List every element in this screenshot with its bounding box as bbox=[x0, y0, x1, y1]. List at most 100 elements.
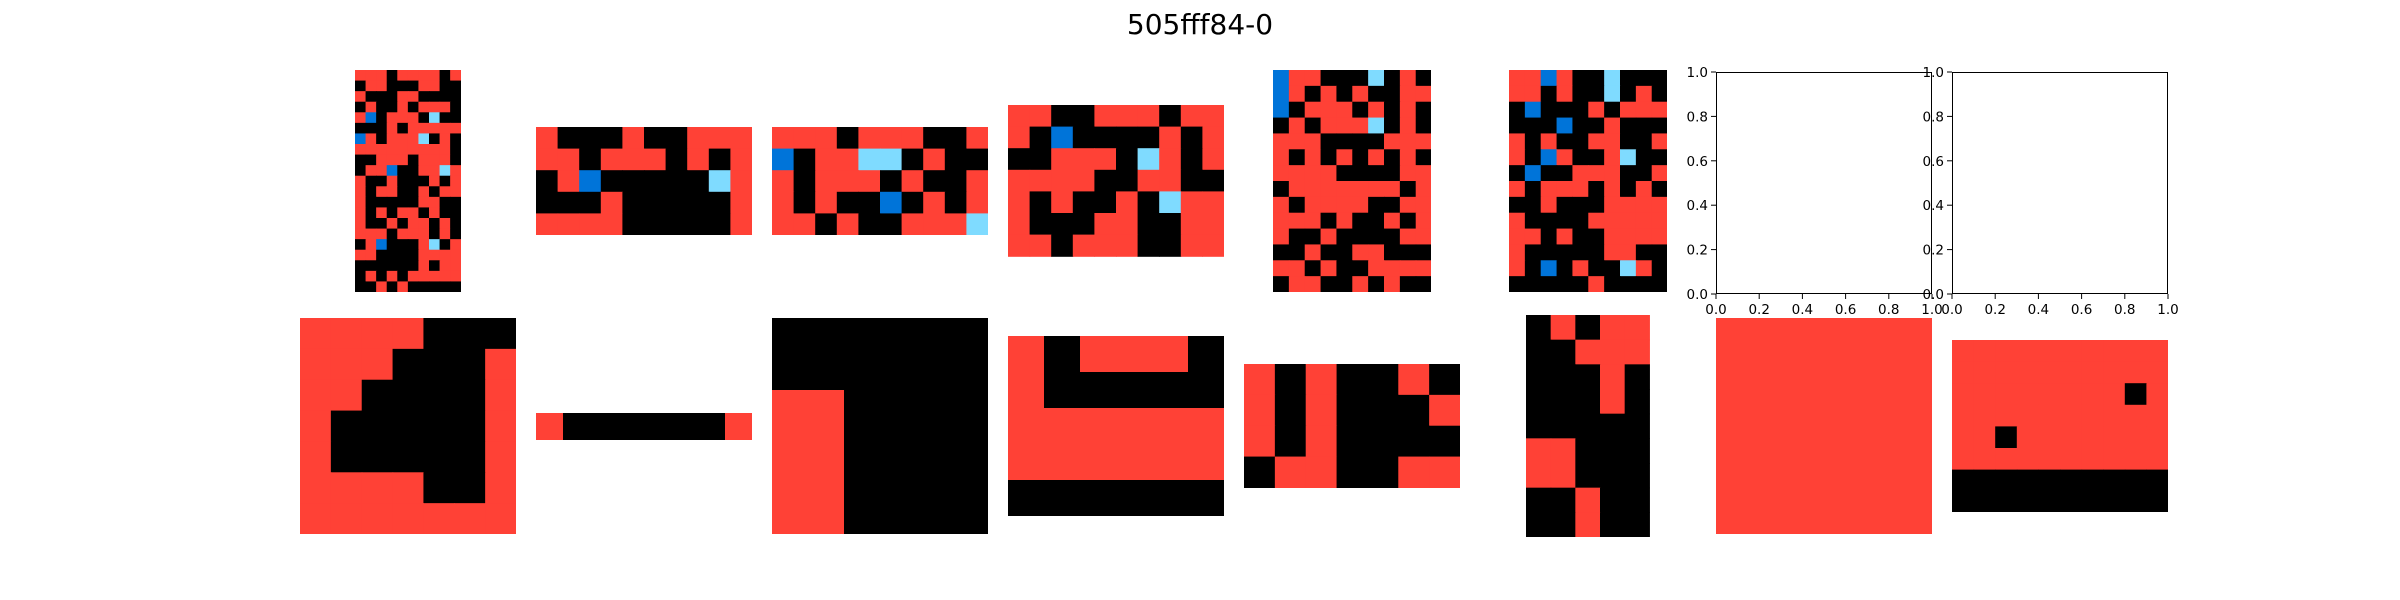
grid-cell bbox=[1635, 196, 1653, 214]
grid-cell bbox=[1351, 85, 1369, 103]
grid-cell bbox=[365, 196, 377, 209]
grid-cell bbox=[397, 112, 409, 124]
grid-cell bbox=[1116, 148, 1139, 171]
grid-cell bbox=[1008, 126, 1031, 150]
grid-cell bbox=[1336, 133, 1353, 150]
grid-cell bbox=[1556, 181, 1573, 198]
grid-cell bbox=[376, 249, 388, 261]
grid-cell bbox=[1288, 244, 1306, 261]
grid-cell bbox=[1797, 480, 1825, 508]
grid-cell bbox=[365, 165, 377, 177]
grid-cell bbox=[1624, 487, 1650, 513]
grid-cell bbox=[450, 112, 461, 124]
grid-cell bbox=[1556, 101, 1573, 119]
grid-cell bbox=[2081, 404, 2104, 427]
grid-cell bbox=[944, 127, 967, 150]
grid-cell bbox=[1288, 196, 1306, 214]
grid-cell bbox=[1635, 212, 1653, 230]
grid-cell bbox=[397, 281, 409, 292]
grid-cell bbox=[1743, 372, 1771, 400]
grid-cell bbox=[423, 503, 455, 534]
grid-cell bbox=[355, 70, 367, 82]
grid-cell bbox=[1180, 234, 1203, 257]
grid-cell bbox=[1508, 212, 1526, 230]
grid-cell bbox=[1383, 70, 1401, 87]
grid-cell bbox=[1116, 191, 1139, 214]
grid-cell bbox=[439, 207, 451, 219]
grid-cell bbox=[1244, 456, 1276, 488]
grid-cell bbox=[1137, 105, 1160, 128]
grid-cell bbox=[1429, 456, 1460, 488]
grid-cell bbox=[1635, 70, 1653, 87]
grid-cell bbox=[418, 70, 430, 82]
grid-cell bbox=[1550, 339, 1577, 365]
grid-cell bbox=[1399, 85, 1417, 103]
grid-cell bbox=[1008, 408, 1045, 445]
grid-cell bbox=[665, 170, 688, 193]
grid-cell bbox=[1587, 165, 1605, 182]
grid-cell bbox=[423, 410, 455, 443]
grid-cell bbox=[450, 91, 461, 103]
grid-cell bbox=[1905, 507, 1932, 534]
grid-cell bbox=[1367, 260, 1385, 277]
grid-cell bbox=[1272, 276, 1290, 292]
grid-cell bbox=[1619, 149, 1637, 166]
grid-cell bbox=[365, 91, 377, 103]
grid-cell bbox=[376, 70, 388, 82]
grid-cell bbox=[815, 213, 838, 235]
grid-cell bbox=[429, 228, 441, 240]
grid-cell bbox=[1619, 165, 1637, 182]
example-7-empty-input-axes: 0.0 0.2 0.4 0.6 0.8 1.00.00.20.40.60.81.0 bbox=[1687, 65, 1943, 318]
grid-cell bbox=[1587, 85, 1605, 103]
grid-cell bbox=[1008, 170, 1031, 193]
grid-cell bbox=[1383, 101, 1401, 119]
grid-cell bbox=[579, 148, 602, 171]
grid-cell bbox=[1619, 85, 1637, 103]
grid-cell bbox=[1524, 85, 1542, 103]
grid-cell bbox=[439, 186, 451, 198]
grid-cell bbox=[397, 165, 409, 177]
grid-cell bbox=[1415, 228, 1432, 246]
grid-cell bbox=[1008, 336, 1045, 373]
grid-cell bbox=[1272, 70, 1290, 87]
example-6-output-grid bbox=[1526, 315, 1650, 537]
grid-cell bbox=[1952, 339, 1975, 362]
grid-cell bbox=[1272, 101, 1290, 119]
grid-cell bbox=[1429, 395, 1460, 427]
grid-cell bbox=[439, 144, 451, 156]
grid-cell bbox=[1080, 372, 1117, 409]
x-tick-label: 1.0 bbox=[2157, 302, 2178, 318]
grid-cell bbox=[2081, 361, 2104, 384]
grid-cell bbox=[1429, 364, 1460, 396]
grid-cell bbox=[1288, 260, 1306, 277]
grid-cell bbox=[1878, 345, 1906, 373]
grid-cell bbox=[1272, 244, 1290, 261]
grid-cell bbox=[1587, 101, 1605, 119]
grid-cell bbox=[1244, 364, 1276, 396]
grid-cell bbox=[1619, 228, 1637, 246]
grid-cell bbox=[1044, 444, 1081, 481]
grid-cell bbox=[772, 390, 845, 463]
grid-cell bbox=[1288, 101, 1306, 119]
grid-cell bbox=[1137, 234, 1160, 257]
grid-cell bbox=[1651, 196, 1668, 214]
grid-cell bbox=[1383, 133, 1401, 150]
grid-cell bbox=[1188, 444, 1224, 481]
grid-cell bbox=[418, 260, 430, 272]
grid-cell bbox=[1572, 212, 1589, 230]
grid-cell bbox=[376, 133, 388, 145]
grid-cell bbox=[1304, 85, 1321, 103]
grid-cell bbox=[1540, 244, 1557, 261]
grid-cell bbox=[1399, 212, 1417, 230]
grid-cell bbox=[330, 379, 363, 412]
grid-cell bbox=[1524, 70, 1542, 87]
grid-cell bbox=[1770, 372, 1798, 400]
grid-cell bbox=[1851, 507, 1879, 534]
grid-cell bbox=[966, 170, 988, 193]
grid-cell bbox=[439, 218, 451, 230]
grid-cell bbox=[730, 170, 752, 193]
grid-cell bbox=[1080, 408, 1117, 445]
grid-cell bbox=[1619, 196, 1637, 214]
grid-cell bbox=[1336, 276, 1353, 292]
grid-cell bbox=[1743, 453, 1771, 481]
